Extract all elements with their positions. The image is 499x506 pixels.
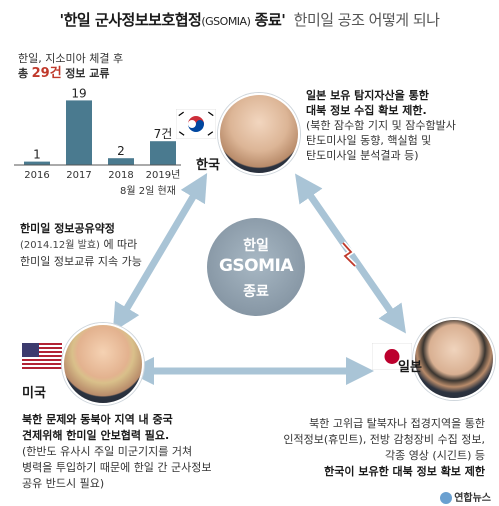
chart-title-prefix: 총 [18,67,29,80]
usa-leader-portrait [62,323,144,405]
note-line2-paren: (2014.12월 발효) [20,240,100,251]
note-line3: 한미일 정보교류 지속 가능 [20,255,142,268]
japan-flag-icon [372,343,412,370]
chart-title-suffix: 정보 교류 [65,67,110,80]
title-abbr: (GSOMIA) [201,15,251,28]
source-logo-text: 연합뉴스 [454,493,491,504]
japan-desc-line1: 북한 고위급 탈북자나 접경지역을 통한 [309,417,485,430]
usa-desc-line1: 북한 문제와 동북아 지역 내 중국 [22,413,173,426]
chart-title-line2: 총 29건 정보 교류 [18,66,123,81]
japan-label: 일본 [398,360,422,375]
usa-desc-line4: 병력을 투입하기 때문에 한일 간 군사정보 [22,461,212,474]
arrow-korea-usa [112,172,208,333]
bar-value-label: 1 [33,148,41,162]
title-subtitle: 한미일 공조 어떻게 되나 [293,11,440,29]
korea-flag-icon [176,109,216,139]
usa-desc-line5: 공유 반드시 필요) [22,477,105,490]
title-main-1: '한일 군사정보보호협정 [59,11,202,29]
usa-flag-icon [22,343,62,369]
center-line3: 종료 [243,284,269,300]
gsomia-termination-circle: 한일 GSOMIA 종료 [207,218,305,316]
korea-desc-line1: 일본 보유 탐지자산을 통한 [306,89,429,102]
page-title: '한일 군사정보보호협정(GSOMIA) 종료' 한미일 공조 어떻게 되나 [0,0,499,40]
bar-2019년 [150,141,176,165]
bar-2016 [24,161,50,165]
korea-desc-line5: 탄도미사일 분석결과 등) [306,149,419,162]
bar-value-label: 19 [71,86,86,100]
usa-description: 북한 문제와 동북아 지역 내 중국 견제위해 한미일 안보협력 필요. (한반… [22,412,212,492]
japan-description: 북한 고위급 탈북자나 접경지역을 통한 인적정보(휴민트), 전방 감청장비 … [283,416,485,480]
usa-label: 미국 [22,386,46,401]
bar-2018 [108,158,134,165]
japan-desc-line3: 각종 영상 (시긴트) 등 [384,449,485,462]
chart-caption: 한일, 지소미아 체결 후 총 29건 정보 교류 [18,51,123,81]
korea-desc-line2: 대북 정보 수집 확보 제한. [306,104,427,117]
yonhap-logo-icon [440,492,453,504]
usa-desc-line2: 견제위해 한미일 안보협력 필요. [22,429,170,442]
center-line2: GSOMIA [218,256,294,276]
korea-desc-line3: (북한 잠수함 기지 및 잠수함발사 [306,119,456,132]
bar-value-label: 2 [117,144,125,158]
usa-desc-line3: (한반도 유사시 주일 미군기지를 거쳐 [22,445,193,458]
broken-link-icon [342,242,356,267]
bar-category-label: 2017 [66,170,91,181]
info-sharing-note: 한미일 정보공유약정 (2014.12월 발효) 에 따라 한미일 정보교류 지… [20,221,142,270]
note-line2-rest: 에 따라 [103,238,138,251]
bar-category-label: 2016 [24,170,49,181]
center-line1: 한일 [243,238,269,254]
chart-title-number: 29건 [31,66,62,81]
japan-desc-line4: 한국이 보유한 대북 정보 확보 제한 [324,465,485,478]
bar-2017 [66,100,92,165]
bar-value-label: 7건 [154,127,173,141]
japan-leader-portrait [413,318,495,400]
note-line2: (2014.12월 발효) 에 따라 [20,237,142,254]
source-logo: 연합뉴스 [440,489,491,504]
korea-desc-line4: 탄도미사일 동향, 핵실험 및 [306,134,432,147]
korea-label: 한국 [196,158,220,173]
korea-leader-portrait [218,93,300,175]
korea-description: 일본 보유 탐지자산을 통한 대북 정보 수집 확보 제한. (북한 잠수함 기… [306,88,456,163]
note-line1: 한미일 정보공유약정 [20,222,115,235]
title-main-2: 종료' [254,11,286,29]
chart-title-line1: 한일, 지소미아 체결 후 [18,52,124,65]
japan-desc-line2: 인적정보(휴민트), 전방 감청장비 수집 정보, [283,433,485,446]
